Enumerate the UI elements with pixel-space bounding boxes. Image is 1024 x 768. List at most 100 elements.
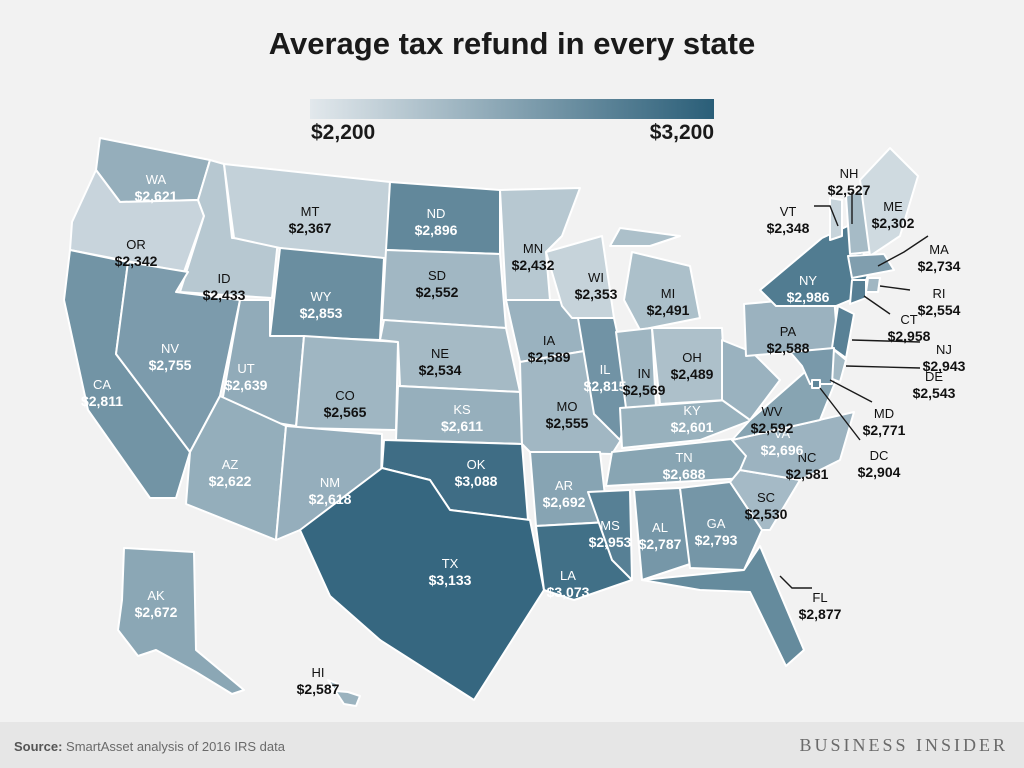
state-refund-value: $2,367 (289, 220, 332, 236)
state-code: ID (218, 271, 231, 286)
state-code: NM (320, 475, 340, 490)
state-code: AZ (222, 457, 239, 472)
state-code: RI (933, 286, 946, 301)
publisher-logo: BUSINESS INSIDER (799, 735, 1008, 755)
state-refund-value: $2,491 (647, 302, 690, 318)
state-label-nd: ND $2,896 (415, 206, 458, 238)
leader-line-ct (863, 295, 891, 315)
state-refund-value: $3,133 (429, 572, 472, 588)
state-refund-value: $2,622 (209, 473, 252, 489)
state-label-md: MD $2,771 (863, 406, 906, 438)
state-code: MD (874, 406, 894, 421)
state-label-az: AZ $2,622 (209, 457, 252, 489)
state-label-mi: MI $2,491 (647, 286, 690, 318)
state-code: IN (638, 366, 651, 381)
source-text: SmartAsset analysis of 2016 IRS data (62, 739, 285, 754)
leader-line-nj (851, 339, 921, 343)
state-refund-value: $2,433 (203, 287, 246, 303)
state-label-oh: OH $2,489 (671, 350, 714, 382)
state-code: NV (161, 341, 179, 356)
state-code: SC (757, 490, 775, 505)
state-code: AK (147, 588, 165, 603)
state-shape-ct (849, 279, 867, 305)
state-refund-value: $2,811 (81, 393, 123, 409)
state-refund-value: $2,342 (115, 253, 158, 269)
state-refund-value: $2,771 (863, 422, 906, 438)
state-refund-value: $2,543 (913, 385, 956, 401)
state-label-ga: GA $2,793 (695, 516, 738, 548)
state-refund-value: $2,348 (767, 220, 810, 236)
state-refund-value: $2,534 (419, 362, 462, 378)
state-code: MA (929, 242, 949, 257)
state-label-ct: CT $2,958 (888, 312, 931, 344)
state-shape-ak (117, 547, 245, 695)
state-refund-value: $2,530 (745, 506, 788, 522)
state-refund-value: $2,552 (416, 284, 459, 300)
state-label-dc: DC $2,904 (858, 448, 901, 480)
state-label-wa: WA $2,621 (135, 172, 178, 204)
state-refund-value: $2,688 (663, 466, 706, 482)
state-label-ia: IA $2,589 (528, 333, 571, 365)
state-code: MT (301, 204, 320, 219)
state-shape-nc (731, 411, 855, 481)
leader-line-ma (877, 235, 929, 267)
state-refund-value: $2,581 (786, 466, 829, 482)
state-shape-ky (619, 399, 753, 449)
state-label-mn: MN $2,432 (512, 241, 555, 273)
state-shape-nj (831, 305, 855, 359)
state-label-sd: SD $2,552 (416, 268, 459, 300)
state-code: KY (683, 403, 701, 418)
state-code: VT (780, 204, 797, 219)
state-code: NJ (936, 342, 952, 357)
state-shape-ga (679, 481, 763, 571)
state-refund-value: $2,672 (135, 604, 178, 620)
state-refund-value: $2,489 (671, 366, 714, 382)
state-refund-value: $2,943 (923, 358, 966, 374)
state-label-ri: RI $2,554 (918, 286, 961, 318)
state-label-ne: NE $2,534 (419, 346, 462, 378)
state-label-tx: TX $3,133 (429, 556, 472, 588)
state-code: MI (661, 286, 675, 301)
state-code: OH (682, 350, 702, 365)
state-code: GA (707, 516, 726, 531)
state-refund-value: $2,958 (888, 328, 931, 344)
leader-line-md (829, 379, 873, 403)
state-label-pa: PA $2,588 (767, 324, 810, 356)
state-refund-value: $2,592 (751, 420, 794, 436)
state-refund-value: $3,073 (547, 584, 590, 600)
state-shape-vt (829, 197, 843, 241)
state-refund-value: $2,589 (528, 349, 571, 365)
state-shape-me (859, 147, 919, 257)
state-shape-fl (641, 545, 805, 667)
state-code: TX (442, 556, 459, 571)
state-shape-az (185, 395, 287, 541)
state-refund-value: $2,587 (297, 681, 340, 697)
state-refund-value: $2,565 (324, 404, 367, 420)
state-label-ak: AK $2,672 (135, 588, 178, 620)
state-refund-value: $2,555 (546, 415, 589, 431)
state-code: SD (428, 268, 446, 283)
legend-max-label: $3,200 (649, 121, 714, 144)
state-code: TN (675, 450, 692, 465)
map-title: Average tax refund in every state (268, 26, 756, 61)
state-label-ut: UT $2,639 (225, 361, 268, 393)
state-refund-value: $2,639 (225, 377, 268, 393)
state-code: NY (799, 273, 817, 288)
state-code: IA (543, 333, 556, 348)
state-shape-hi (323, 679, 361, 707)
state-shape-nv (115, 261, 241, 453)
state-label-in: IN $2,569 (623, 366, 666, 398)
state-code: MS (600, 518, 620, 533)
state-refund-value: $2,302 (872, 215, 915, 231)
state-label-or: OR $2,342 (115, 237, 158, 269)
state-label-mo: MO $2,555 (546, 399, 589, 431)
state-label-ky: KY $2,601 (671, 403, 714, 435)
state-code: DE (925, 369, 943, 384)
state-label-hi: HI $2,587 (297, 665, 340, 697)
state-refund-value: $2,787 (639, 536, 682, 552)
source-label: Source: (14, 739, 63, 754)
state-code: OK (467, 457, 486, 472)
state-shape-mi (623, 251, 701, 331)
state-label-ny: NY $2,986 (787, 273, 830, 305)
state-label-la: LA $3,073 (547, 568, 590, 600)
